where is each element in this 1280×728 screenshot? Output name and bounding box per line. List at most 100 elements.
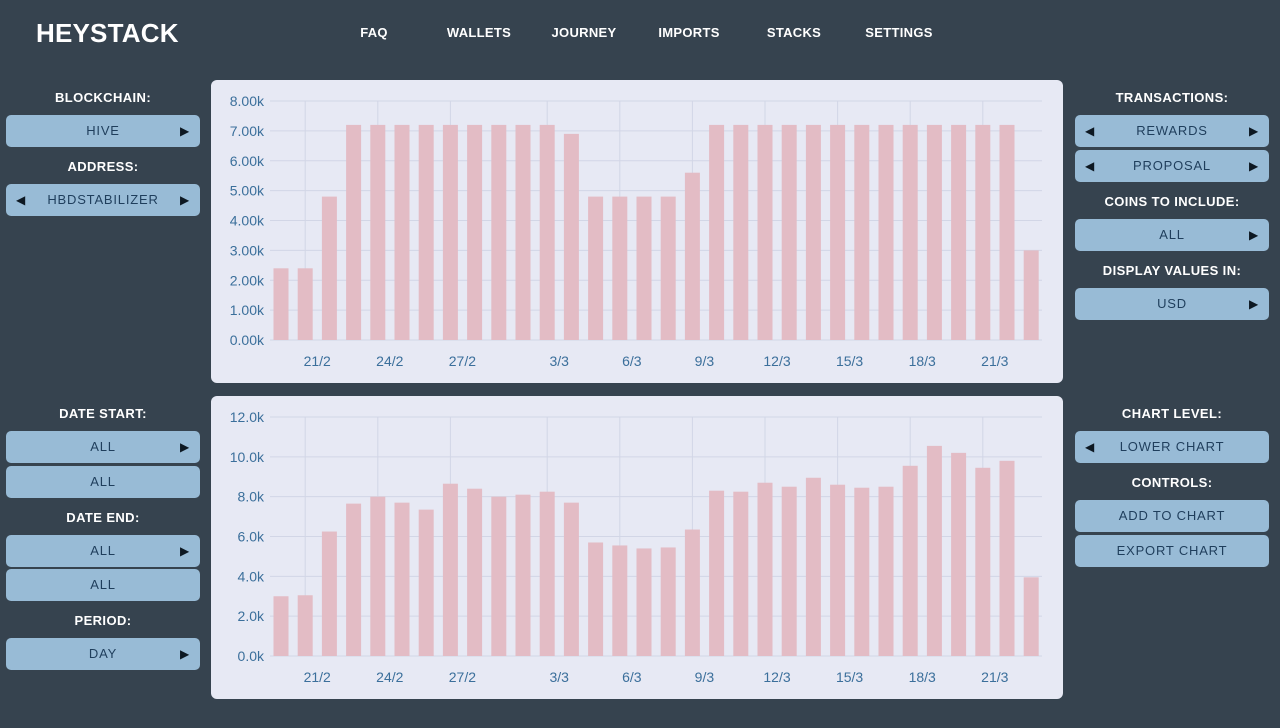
bar[interactable] xyxy=(370,496,386,656)
bar[interactable] xyxy=(297,595,313,656)
bar[interactable] xyxy=(660,196,676,340)
address-selector[interactable]: ◀ HBDSTABILIZER ▶ xyxy=(6,184,200,216)
nav-settings[interactable]: SETTINGS xyxy=(865,25,933,40)
app-logo[interactable]: HEYSTACK xyxy=(36,18,179,48)
arrow-right-icon[interactable]: ▶ xyxy=(1248,228,1259,242)
bar[interactable] xyxy=(418,124,434,341)
bar[interactable] xyxy=(588,542,604,656)
export-chart-button[interactable]: EXPORT CHART xyxy=(1075,535,1269,567)
x-tick-label: 24/2 xyxy=(376,353,403,369)
arrow-right-icon[interactable]: ▶ xyxy=(179,440,190,454)
bar[interactable] xyxy=(878,124,894,341)
bar[interactable] xyxy=(830,124,846,341)
bar[interactable] xyxy=(975,124,991,341)
nav-faq[interactable]: FAQ xyxy=(360,25,388,40)
transactions-selector-proposal[interactable]: ◀ PROPOSAL ▶ xyxy=(1075,150,1269,182)
bar[interactable] xyxy=(563,133,579,340)
bar[interactable] xyxy=(1023,577,1039,656)
date-start-selector[interactable]: ALL ▶ xyxy=(6,431,200,463)
bar[interactable] xyxy=(273,596,289,656)
blockchain-selector[interactable]: HIVE ▶ xyxy=(6,115,200,147)
bar[interactable] xyxy=(854,487,870,656)
bar[interactable] xyxy=(515,494,531,656)
bar[interactable] xyxy=(999,124,1015,341)
bar[interactable] xyxy=(370,124,386,341)
bar[interactable] xyxy=(612,196,628,340)
bar[interactable] xyxy=(491,124,507,341)
bar[interactable] xyxy=(539,124,555,341)
bar[interactable] xyxy=(1023,250,1039,340)
nav-imports[interactable]: IMPORTS xyxy=(658,25,720,40)
bar[interactable] xyxy=(442,483,458,656)
bar[interactable] xyxy=(491,496,507,656)
bar[interactable] xyxy=(539,491,555,656)
bar[interactable] xyxy=(684,529,700,656)
bar[interactable] xyxy=(636,548,652,656)
date-end-selector[interactable]: ALL ▶ xyxy=(6,535,200,567)
arrow-right-icon[interactable]: ▶ xyxy=(179,647,190,661)
add-to-chart-button[interactable]: ADD TO CHART xyxy=(1075,500,1269,532)
bar[interactable] xyxy=(733,124,749,341)
coins-selector[interactable]: ALL ▶ xyxy=(1075,219,1269,251)
bar[interactable] xyxy=(346,503,362,656)
bar[interactable] xyxy=(346,124,362,341)
bar[interactable] xyxy=(442,124,458,341)
nav-journey[interactable]: JOURNEY xyxy=(551,25,617,40)
bar[interactable] xyxy=(467,488,483,656)
bar[interactable] xyxy=(999,460,1015,656)
bar[interactable] xyxy=(878,486,894,656)
bar[interactable] xyxy=(467,124,483,341)
arrow-left-icon[interactable]: ◀ xyxy=(1085,440,1096,454)
bar[interactable] xyxy=(321,196,337,340)
bar[interactable] xyxy=(805,124,821,341)
bar[interactable] xyxy=(394,124,410,341)
period-selector[interactable]: DAY ▶ xyxy=(6,638,200,670)
arrow-left-icon[interactable]: ◀ xyxy=(1085,124,1096,138)
bar[interactable] xyxy=(854,124,870,341)
bar[interactable] xyxy=(733,491,749,656)
bar[interactable] xyxy=(975,467,991,656)
bar[interactable] xyxy=(709,124,725,341)
bar[interactable] xyxy=(926,124,942,341)
bar[interactable] xyxy=(709,490,725,656)
arrow-right-icon[interactable]: ▶ xyxy=(179,544,190,558)
chart-level-selector[interactable]: ◀ LOWER CHART xyxy=(1075,431,1269,463)
bar[interactable] xyxy=(612,545,628,656)
bar[interactable] xyxy=(588,196,604,340)
bar[interactable] xyxy=(781,486,797,656)
arrow-left-icon[interactable]: ◀ xyxy=(1085,159,1096,173)
bar[interactable] xyxy=(781,124,797,341)
display-values-selector[interactable]: USD ▶ xyxy=(1075,288,1269,320)
bar[interactable] xyxy=(563,502,579,656)
transactions-selector-rewards[interactable]: ◀ REWARDS ▶ xyxy=(1075,115,1269,147)
bar[interactable] xyxy=(684,172,700,340)
arrow-right-icon[interactable]: ▶ xyxy=(1248,297,1259,311)
bar[interactable] xyxy=(418,509,434,656)
date-end-detail[interactable]: ALL xyxy=(6,569,200,601)
nav-stacks[interactable]: STACKS xyxy=(766,25,822,40)
bar[interactable] xyxy=(757,482,773,656)
arrow-right-icon[interactable]: ▶ xyxy=(179,124,190,138)
bar[interactable] xyxy=(830,484,846,656)
bar[interactable] xyxy=(757,124,773,341)
bar[interactable] xyxy=(902,465,918,656)
bar[interactable] xyxy=(951,452,967,656)
bar[interactable] xyxy=(515,124,531,341)
arrow-right-icon[interactable]: ▶ xyxy=(1248,159,1259,173)
arrow-right-icon[interactable]: ▶ xyxy=(179,193,190,207)
date-start-detail[interactable]: ALL xyxy=(6,466,200,498)
arrow-left-icon[interactable]: ◀ xyxy=(16,193,27,207)
bar[interactable] xyxy=(902,124,918,341)
bar[interactable] xyxy=(321,531,337,656)
bar[interactable] xyxy=(394,502,410,656)
bar[interactable] xyxy=(660,547,676,656)
bar[interactable] xyxy=(926,445,942,656)
bar[interactable] xyxy=(297,268,313,340)
coins-label: COINS TO INCLUDE: xyxy=(1104,194,1240,209)
nav-wallets[interactable]: WALLETS xyxy=(446,25,512,40)
bar[interactable] xyxy=(805,477,821,656)
arrow-right-icon[interactable]: ▶ xyxy=(1248,124,1259,138)
bar[interactable] xyxy=(636,196,652,340)
bar[interactable] xyxy=(273,268,289,340)
bar[interactable] xyxy=(951,124,967,341)
